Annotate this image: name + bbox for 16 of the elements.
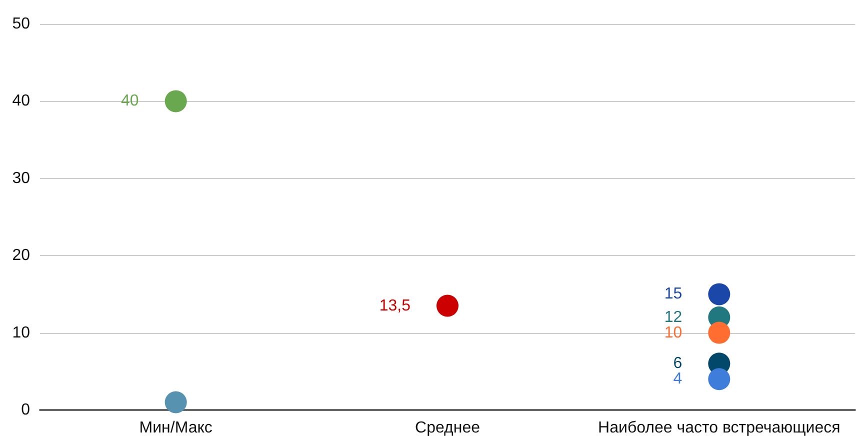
y-tick-label: 20 bbox=[12, 247, 30, 264]
y-tick-label: 30 bbox=[12, 170, 30, 187]
y-tick-label: 40 bbox=[12, 92, 30, 110]
data-label: 6 bbox=[673, 355, 682, 372]
y-tick-label: 50 bbox=[12, 16, 30, 32]
x-tick-label: Наиболее часто встречающиеся bbox=[598, 420, 840, 436]
x-tick-label: Мин/Макс bbox=[139, 420, 212, 436]
y-tick-label: 10 bbox=[12, 324, 30, 342]
y-tick-label: 0 bbox=[21, 402, 30, 418]
data-label: 15 bbox=[664, 286, 682, 303]
data-label: 10 bbox=[664, 324, 682, 342]
data-label: 13,5 bbox=[379, 297, 411, 314]
data-label: 40 bbox=[121, 92, 139, 110]
x-tick-label: Среднее bbox=[415, 420, 480, 436]
data-label: 12 bbox=[664, 308, 682, 326]
data-label: 4 bbox=[673, 370, 682, 388]
